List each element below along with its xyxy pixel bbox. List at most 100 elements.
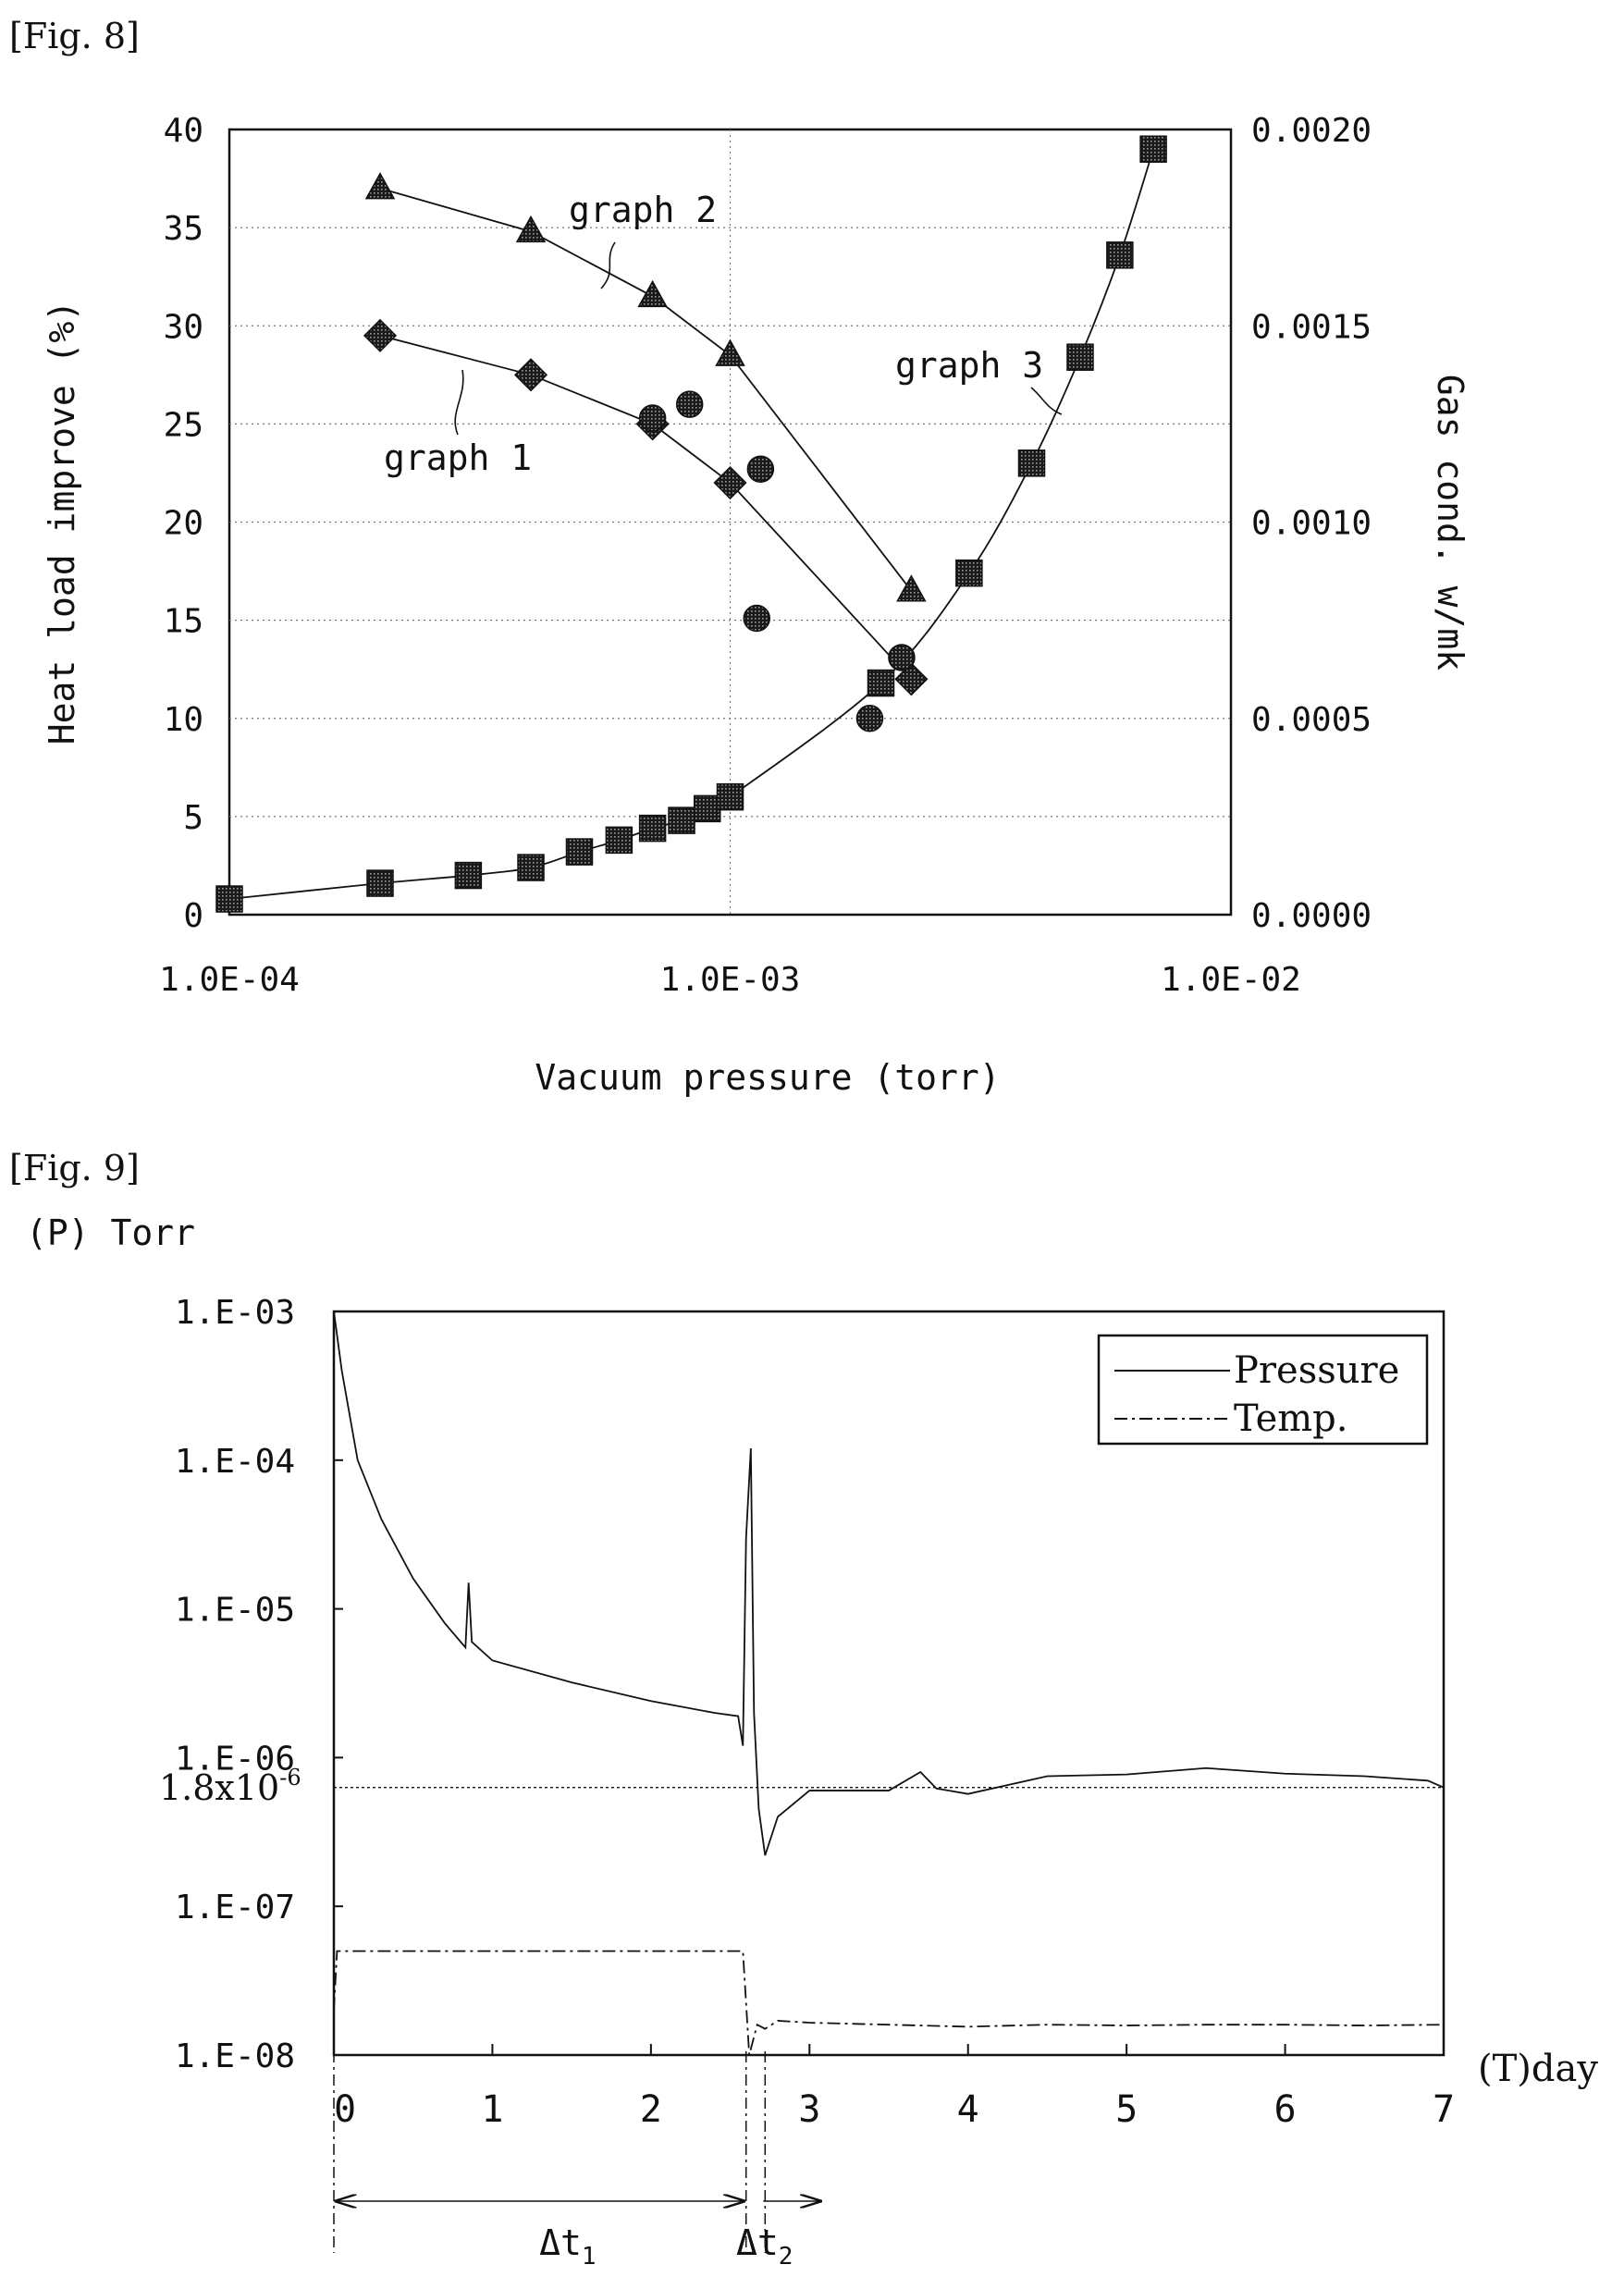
fig9-ticks: 1.E-03 1.E-04 1.E-05 1.E-06 1.E-07 1.E-08 0 1 2 3… bbox=[175, 1294, 1455, 2131]
fig9-x-tick-label: 6 bbox=[1274, 2088, 1297, 2131]
legend-pressure-label: Pressure bbox=[1234, 1349, 1399, 1392]
fig8-x-axis-title: Vacuum pressure (torr) bbox=[535, 1057, 1000, 1098]
fig8-square-point bbox=[867, 669, 895, 697]
fig8-square-point bbox=[955, 559, 983, 587]
fig8-annotations: graph 1 graph 2 graph 3 bbox=[384, 190, 1063, 478]
fig8-series-line-2 bbox=[379, 187, 913, 592]
fig8-square-point bbox=[517, 854, 545, 881]
fig9-line-pressure bbox=[333, 1311, 1445, 1856]
fig9-x-tick-label: 5 bbox=[1115, 2088, 1138, 2131]
fig8-chart: 0 5 10 15 20 25 30 35 40 0.0000 0.0005 0.0010 0.0015… bbox=[42, 112, 1470, 1098]
fig8-square-point bbox=[693, 794, 721, 823]
fig8-square-point bbox=[638, 814, 667, 843]
fig8-diamond-point bbox=[513, 358, 548, 392]
fig8-series-line-3 bbox=[228, 148, 1154, 900]
fig8-left-tick-label: 40 bbox=[164, 112, 203, 150]
fig8-right-axis-title: Gas cond. w/mk bbox=[1430, 375, 1470, 671]
fig8-square-point bbox=[605, 826, 634, 855]
fig8-square-point bbox=[215, 885, 243, 913]
fig8-label: [Fig. 8] bbox=[9, 16, 140, 56]
fig9-series-lines bbox=[333, 1311, 1445, 2056]
fig8-series-line-1 bbox=[379, 334, 913, 680]
delta-t1-label: Δt1 bbox=[539, 2222, 596, 2271]
fig9-y-tick-label: 1.E-06 bbox=[175, 1740, 295, 1778]
fig9-x-tick-label: 3 bbox=[798, 2088, 820, 2131]
fig8-square-point bbox=[565, 838, 594, 866]
fig8-right-tick-label: 0.0015 bbox=[1251, 308, 1372, 346]
fig9-y-tick-label: 1.E-07 bbox=[175, 1889, 295, 1926]
fig8-left-tick-label: 35 bbox=[164, 210, 203, 248]
fig9-intervals: Δt1 Δt2 bbox=[333, 2051, 820, 2271]
fig9-x-unit-label: (T)day bbox=[1478, 2048, 1598, 2090]
fig9-label: [Fig. 9] bbox=[9, 1148, 140, 1188]
fig9-y-unit-label: (P) Torr bbox=[26, 1212, 195, 1253]
fig8-left-axis-title: Heat load improve (%) bbox=[42, 301, 82, 745]
fig8-annotation-leader-3 bbox=[1030, 387, 1063, 415]
fig8-x-tick-label: 1.0E-02 bbox=[1161, 961, 1301, 999]
fig8-annotation-graph-2: graph 2 bbox=[569, 190, 717, 230]
fig9-chart: 1.E-03 1.E-04 1.E-05 1.E-06 1.E-07 1.E-08 0 1 2 3… bbox=[159, 1294, 1598, 2271]
fig8-x-tick-label: 1.0E-04 bbox=[159, 961, 300, 999]
fig9-line-temp bbox=[333, 1950, 1445, 2056]
fig8-square-point bbox=[668, 806, 695, 834]
fig8-circle-point bbox=[638, 404, 667, 432]
fig8-markers bbox=[215, 135, 1167, 913]
fig8-grid bbox=[229, 129, 1231, 915]
fig9-plot-frame bbox=[332, 1310, 1446, 2057]
fig8-right-tick-label: 0.0020 bbox=[1251, 112, 1372, 150]
fig9-legend: Pressure Temp. bbox=[1097, 1334, 1429, 1446]
fig9-legend-box bbox=[1097, 1334, 1429, 1446]
fig8-left-tick-label: 5 bbox=[183, 799, 203, 837]
fig9-x-tick-label: 7 bbox=[1433, 2088, 1455, 2131]
fig8-left-tick-label: 15 bbox=[164, 603, 203, 641]
fig8-circle-point bbox=[675, 390, 704, 418]
fig8-triangle-point bbox=[896, 574, 927, 602]
fig8-square-point bbox=[454, 861, 483, 890]
fig8-triangle-point bbox=[515, 215, 547, 243]
fig8-left-tick-label: 25 bbox=[164, 406, 203, 444]
fig8-x-tick-label: 1.0E-03 bbox=[660, 961, 801, 999]
fig8-left-tick-label: 0 bbox=[183, 897, 203, 935]
fig9-x-tick-label: 4 bbox=[957, 2088, 979, 2131]
fig9-y-tick-label: 1.E-04 bbox=[175, 1443, 295, 1481]
fig8-square-point bbox=[716, 782, 744, 811]
fig9-x-tick-label: 1 bbox=[481, 2088, 503, 2131]
fig8-square-point bbox=[1139, 135, 1167, 163]
fig9-y-tick-label: 1.E-05 bbox=[175, 1592, 295, 1630]
fig8-triangle-point bbox=[637, 279, 668, 308]
fig8-right-tick-label: 0.0005 bbox=[1251, 701, 1372, 739]
fig9-x-tick-label: 0 bbox=[334, 2088, 356, 2131]
fig8-diamond-point bbox=[713, 465, 747, 500]
fig8-right-tick-label: 0.0000 bbox=[1251, 897, 1372, 935]
fig8-diamond-point bbox=[363, 318, 398, 352]
fig9-x-tick-label: 2 bbox=[640, 2088, 662, 2131]
fig8-square-point bbox=[1066, 343, 1094, 371]
fig8-right-tick-label: 0.0010 bbox=[1251, 505, 1372, 543]
fig8-square-point bbox=[1106, 241, 1134, 269]
fig8-ticks: 0 5 10 15 20 25 30 35 40 0.0000 0.0005 0.0010 0.0015… bbox=[159, 112, 1372, 999]
fig8-square-point bbox=[1017, 449, 1046, 477]
fig8-circle-point bbox=[746, 455, 775, 483]
fig9-y-tick-label: 1.E-08 bbox=[175, 2037, 295, 2075]
delta-t2-label: Δt2 bbox=[736, 2222, 793, 2271]
fig8-annotation-leader-2 bbox=[600, 241, 616, 289]
fig8-square-point bbox=[366, 869, 394, 897]
fig8-left-tick-label: 10 bbox=[164, 701, 203, 739]
fig8-annotation-leader-1 bbox=[454, 369, 464, 436]
fig8-left-tick-label: 20 bbox=[164, 505, 203, 543]
legend-temp-label: Temp. bbox=[1234, 1397, 1348, 1440]
fig8-annotation-graph-3: graph 3 bbox=[895, 345, 1043, 386]
fig9-y-tick-label: 1.E-03 bbox=[175, 1294, 295, 1332]
fig8-circle-point bbox=[743, 604, 770, 633]
fig8-left-tick-label: 30 bbox=[164, 308, 203, 346]
fig8-circle-point bbox=[888, 644, 916, 671]
fig8-circle-point bbox=[855, 705, 884, 732]
fig8-triangle-point bbox=[364, 172, 396, 200]
fig8-triangle-point bbox=[715, 338, 745, 366]
fig8-diamond-point bbox=[894, 662, 929, 696]
fig9-reference-line-label: 1.8x10-6 bbox=[159, 1765, 301, 1808]
fig8-series-lines bbox=[228, 148, 1154, 900]
fig8-annotation-graph-1: graph 1 bbox=[384, 437, 532, 478]
